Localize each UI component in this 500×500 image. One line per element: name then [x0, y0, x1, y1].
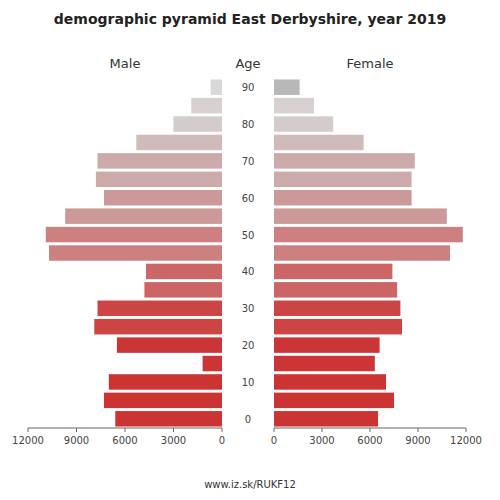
bar — [174, 116, 223, 131]
tick — [222, 428, 223, 432]
tick-label: 12000 — [12, 435, 44, 446]
bar — [274, 135, 364, 150]
bar — [117, 337, 222, 352]
bar — [49, 245, 222, 260]
axis-label: Age — [235, 56, 260, 71]
bar — [274, 98, 314, 113]
bar — [115, 411, 222, 426]
bar — [96, 172, 222, 187]
tick-label: 20 — [242, 340, 255, 351]
title: demographic pyramid East Derbyshire, yea… — [54, 11, 446, 27]
bar — [274, 116, 333, 131]
tick — [76, 428, 77, 432]
tick-label: 80 — [242, 119, 255, 130]
tick-label: 30 — [242, 303, 255, 314]
tick-label: 10 — [242, 377, 255, 388]
bar — [146, 264, 222, 279]
tick-label: 50 — [242, 230, 255, 241]
bar — [274, 374, 386, 389]
tick-label: 70 — [242, 156, 255, 167]
bars — [46, 79, 222, 426]
tick-label: 6000 — [112, 435, 137, 446]
bar — [94, 319, 222, 334]
bar — [136, 135, 222, 150]
tick-label: 3000 — [309, 435, 334, 446]
bar — [274, 301, 400, 316]
bars — [274, 79, 463, 426]
tick-label: 9000 — [405, 435, 430, 446]
series-label: Male — [110, 56, 141, 71]
tick — [28, 428, 29, 432]
bar — [274, 245, 450, 260]
bar — [274, 153, 415, 168]
tick-label: 0 — [271, 435, 277, 446]
bar — [274, 356, 375, 371]
tick-label: 60 — [242, 193, 255, 204]
bar — [274, 208, 447, 223]
tick — [370, 428, 371, 432]
bar — [274, 172, 412, 187]
bar — [274, 227, 463, 242]
bar — [98, 301, 222, 316]
bar — [274, 319, 402, 334]
x-axis: 0 3000 6000 9000 12000 — [271, 428, 482, 446]
bar — [274, 264, 392, 279]
bar — [203, 356, 222, 371]
footnote: www.iz.sk/RUKF12 — [204, 479, 296, 490]
bar — [274, 411, 378, 426]
tick — [125, 428, 126, 432]
tick — [173, 428, 174, 432]
tick-label: 40 — [242, 266, 255, 277]
chart: demographic pyramid East Derbyshire, yea… — [0, 0, 500, 500]
tick-label: 90 — [242, 82, 255, 93]
bar — [104, 393, 222, 408]
tick — [466, 428, 467, 432]
page: {"chart_data": { "type": "bar", "orienta… — [0, 0, 500, 500]
tick — [418, 428, 419, 432]
bar — [274, 282, 397, 297]
tick — [322, 428, 323, 432]
bar — [65, 208, 222, 223]
bar — [191, 98, 222, 113]
tick-label: 6000 — [357, 435, 382, 446]
bar — [274, 337, 380, 352]
bar — [109, 374, 222, 389]
tick-label: 9000 — [64, 435, 89, 446]
y-axis: 0 10 20 30 40 50 60 70 80 90 — [242, 82, 255, 425]
bar — [274, 190, 412, 205]
bar — [274, 79, 300, 94]
x-axis: 0 3000 6000 9000 12000 — [12, 428, 225, 446]
bar — [211, 79, 222, 94]
series-label: Female — [346, 56, 393, 71]
bar — [98, 153, 222, 168]
tick-label: 0 — [219, 435, 225, 446]
bar — [104, 190, 222, 205]
tick-label: 0 — [245, 414, 251, 425]
tick-label: 3000 — [161, 435, 186, 446]
tick — [274, 428, 275, 432]
bar — [144, 282, 222, 297]
bar — [46, 227, 222, 242]
tick-label: 12000 — [450, 435, 482, 446]
bar — [274, 393, 394, 408]
